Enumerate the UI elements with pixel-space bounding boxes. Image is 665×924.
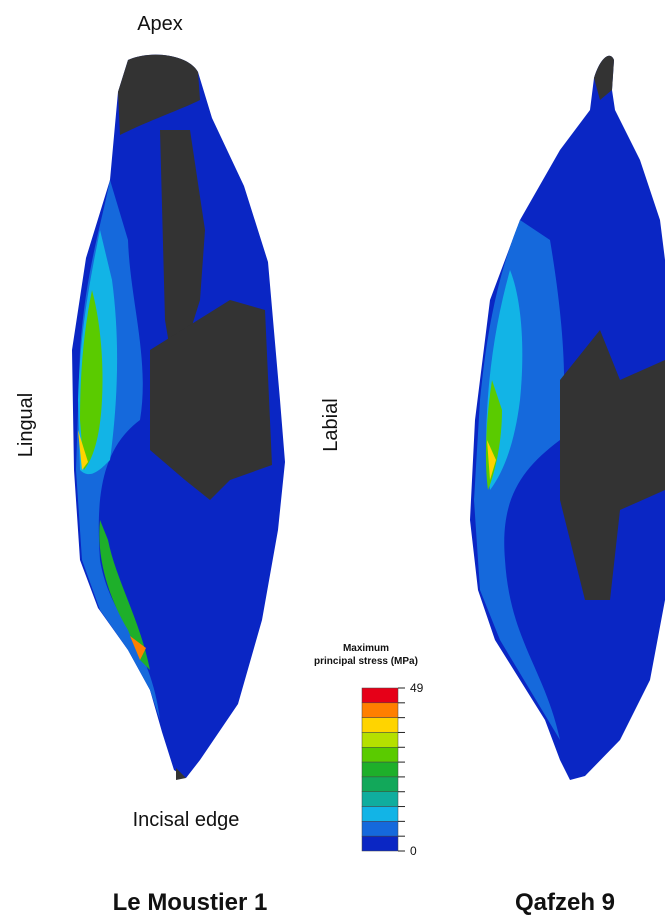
colorbar-swatch — [362, 718, 398, 733]
colorbar-title: Maximum — [343, 643, 389, 654]
colorbar-swatch — [362, 747, 398, 762]
label-apex: Apex — [137, 13, 183, 35]
colorbar-swatch — [362, 821, 398, 836]
colorbar-swatch — [362, 807, 398, 822]
specimen-label: Qafzeh 9 — [515, 889, 615, 916]
colorbar-min-label: 0 — [410, 844, 417, 858]
tooth-left — [72, 55, 285, 780]
colorbar-swatch — [362, 732, 398, 747]
label-incisal: Incisal edge — [133, 809, 240, 831]
specimen-label: Le Moustier 1 — [113, 889, 268, 916]
label-lingual: Lingual — [15, 393, 37, 458]
colorbar-swatch — [362, 703, 398, 718]
colorbar-swatch — [362, 777, 398, 792]
colorbar-swatch — [362, 836, 398, 851]
label-labial: Labial — [320, 398, 342, 451]
colorbar: 49 0 — [362, 681, 424, 858]
colorbar-swatch — [362, 792, 398, 807]
colorbar-swatch — [362, 688, 398, 703]
colorbar-title: principal stress (MPa) — [314, 656, 418, 667]
colorbar-swatch — [362, 762, 398, 777]
colorbar-max-label: 49 — [410, 681, 424, 695]
tooth-right — [470, 56, 665, 780]
figure: Apex Lingual Labial Incisal edge Le Mous… — [0, 0, 665, 924]
